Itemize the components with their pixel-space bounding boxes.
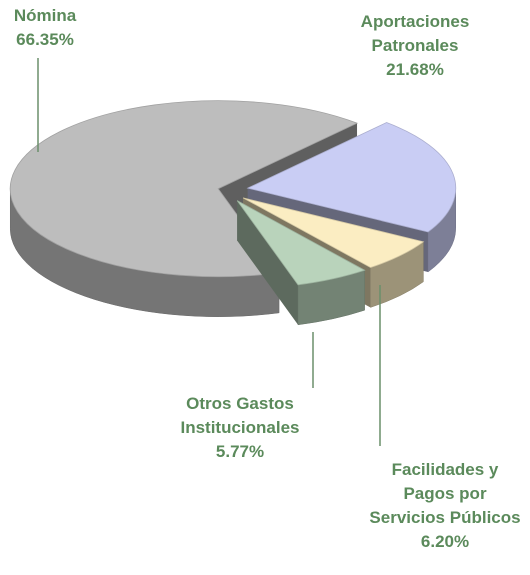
slice: [236, 200, 366, 286]
slice: [246, 122, 457, 233]
slices: [9, 100, 457, 326]
slice-label: Nómina 66.35%: [0, 4, 90, 52]
value-label: 66.35%: [16, 30, 74, 49]
slice-label: Aportaciones Patronales 21.68%: [352, 10, 478, 82]
slice: [242, 197, 425, 268]
category-label: Otros Gastos Institucionales: [180, 394, 300, 437]
slice-label: Facilidades y Pagos por Servicios Públic…: [366, 458, 524, 554]
slice-label: Otros Gastos Institucionales 5.77%: [176, 392, 304, 464]
slice-cut-face: [237, 200, 299, 325]
value-label: 6.20%: [420, 532, 470, 551]
category-label: Aportaciones Patronales: [360, 12, 470, 55]
value-label: 21.68%: [386, 60, 444, 79]
category-label: Facilidades y Pagos por Servicios Públic…: [369, 460, 521, 527]
slice: [9, 100, 359, 278]
category-label: Nómina: [13, 6, 77, 25]
value-label: 5.77%: [215, 442, 265, 461]
